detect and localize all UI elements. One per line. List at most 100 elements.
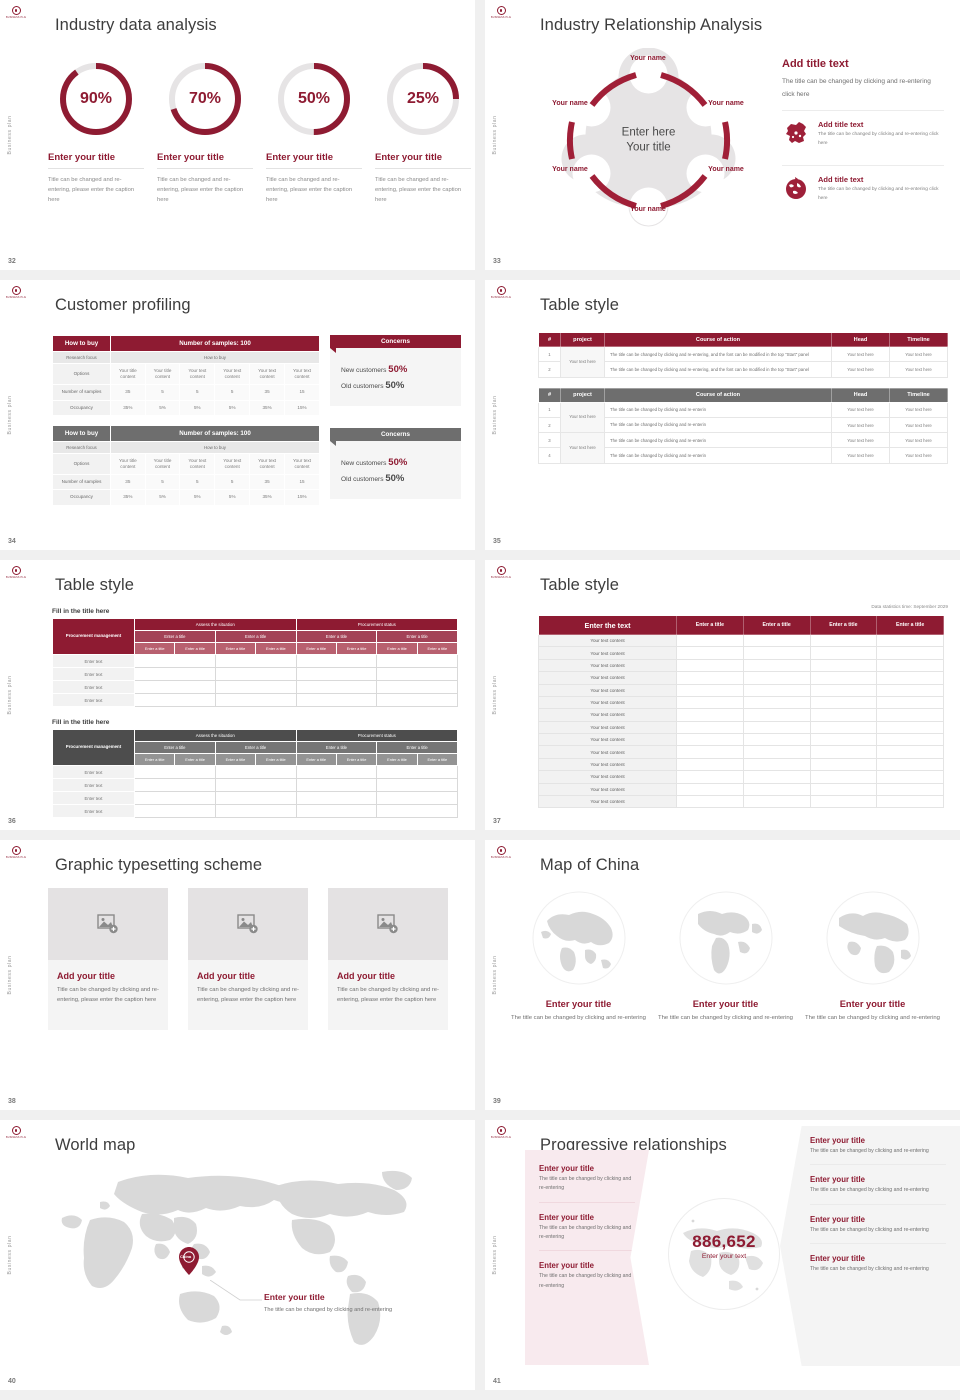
cell-blank[interactable] <box>214 778 297 792</box>
cell-head[interactable]: Your text here <box>831 432 890 449</box>
diagram-node-label[interactable]: Your name <box>630 206 666 213</box>
cell-blank[interactable] <box>376 693 458 707</box>
cell-blank[interactable] <box>742 770 811 784</box>
cell-blank[interactable] <box>876 683 944 697</box>
cell-blank[interactable] <box>876 732 944 747</box>
buy-table-red[interactable]: How to buy Number of samples: 100 Resear… <box>52 335 320 416</box>
cell-blank[interactable] <box>376 765 458 779</box>
cell-blank[interactable] <box>742 745 811 759</box>
cell-blank[interactable] <box>742 671 811 685</box>
cell-blank[interactable] <box>134 680 216 694</box>
donut-card[interactable]: 90% Enter your title Title can be change… <box>48 60 144 205</box>
map-callout[interactable]: Enter your title The title can be change… <box>264 1292 394 1315</box>
slide-39[interactable]: BUSINESS PLAN Business plan 39 Map of Ch… <box>485 840 960 1110</box>
cell-project[interactable]: Your text here <box>560 346 605 378</box>
buy-table-gray[interactable]: How to buy Number of samples: 100 Resear… <box>52 424 320 506</box>
concerns-card-red[interactable]: Concerns New customers 50% Old customers… <box>330 335 461 406</box>
row-label[interactable]: Enter text <box>52 778 135 792</box>
right-item[interactable]: Enter your title The title can be change… <box>810 1136 946 1166</box>
cell-blank[interactable] <box>876 745 944 759</box>
cell-blank[interactable] <box>809 671 878 685</box>
cell-blank[interactable] <box>214 693 297 707</box>
diagram-node-label[interactable]: Your name <box>552 166 588 173</box>
cell-blank[interactable] <box>809 794 878 809</box>
cell-action[interactable]: The title can be changed by clicking and… <box>604 361 832 378</box>
slide-33[interactable]: BUSINESS PLAN Business plan 33 Industry … <box>485 0 960 270</box>
cell-blank[interactable] <box>742 757 811 772</box>
cell-blank[interactable] <box>214 765 297 779</box>
cell-blank[interactable] <box>134 804 216 818</box>
cell-blank[interactable] <box>809 708 878 722</box>
cell[interactable]: 35% <box>249 399 286 416</box>
cell-blank[interactable] <box>676 658 744 673</box>
world-map[interactable]: China Enter your title The title can be … <box>30 1162 460 1362</box>
cell-timeline[interactable]: Your text here <box>889 345 948 363</box>
image-card[interactable]: Add your title Title can be changed by c… <box>48 888 168 1030</box>
cell-blank[interactable] <box>809 646 878 660</box>
cell-lead[interactable]: Your text content <box>538 770 677 784</box>
cell-blank[interactable] <box>742 720 811 735</box>
cell-blank[interactable] <box>876 720 944 735</box>
cell-blank[interactable] <box>676 633 744 648</box>
cell-blank[interactable] <box>876 770 944 784</box>
cell-blank[interactable] <box>295 654 378 668</box>
cell-action[interactable]: The title can be changed by clicking and… <box>604 416 832 434</box>
cell-lead[interactable]: Your text content <box>538 708 677 722</box>
map-pin-icon[interactable] <box>178 1246 200 1276</box>
slide-38[interactable]: BUSINESS PLAN Business plan 38 Graphic t… <box>0 840 475 1110</box>
cell[interactable]: 5 <box>179 474 216 491</box>
row-label[interactable]: Enter text <box>52 693 135 707</box>
panel-item[interactable]: Add title text The title can be changed … <box>782 111 944 156</box>
cell[interactable]: 5% <box>144 399 181 416</box>
cell[interactable]: Your title content <box>144 452 181 476</box>
row-label[interactable]: Enter text <box>52 667 135 681</box>
cell-blank[interactable] <box>376 654 458 668</box>
cell[interactable]: Your text content <box>284 452 320 476</box>
cell-timeline[interactable]: Your text here <box>889 416 948 434</box>
right-item[interactable]: Enter your title The title can be change… <box>810 1254 946 1274</box>
cell-blank[interactable] <box>809 695 878 710</box>
diagram-node-label[interactable]: Your name <box>708 100 744 107</box>
cell-timeline[interactable]: Your text here <box>889 447 948 464</box>
cell-blank[interactable] <box>876 708 944 722</box>
cell-blank[interactable] <box>742 732 811 747</box>
cell-action[interactable]: The title can be changed by clicking and… <box>604 432 832 449</box>
right-item[interactable]: Enter your title The title can be change… <box>810 1215 946 1245</box>
cell-head[interactable]: Your text here <box>831 447 890 464</box>
image-card[interactable]: Add your title Title can be changed by c… <box>188 888 308 1030</box>
cell[interactable]: 35 <box>249 384 286 401</box>
cell-lead[interactable]: Your text content <box>538 658 677 673</box>
cell[interactable]: 5% <box>144 489 181 506</box>
cell-lead[interactable]: Your text content <box>538 782 677 796</box>
cell-blank[interactable] <box>676 757 744 772</box>
cell-lead[interactable]: Your text content <box>538 633 677 648</box>
cell[interactable]: 15 <box>284 384 320 401</box>
globe-card[interactable]: Enter your title The title can be change… <box>658 888 793 1024</box>
cell-blank[interactable] <box>742 695 811 710</box>
cell[interactable]: Your text content <box>249 362 286 386</box>
cell-blank[interactable] <box>295 778 378 792</box>
image-placeholder[interactable] <box>188 888 308 960</box>
cell-blank[interactable] <box>214 804 297 818</box>
cell-blank[interactable] <box>809 658 878 673</box>
cell-blank[interactable] <box>742 658 811 673</box>
cell-blank[interactable] <box>214 654 297 668</box>
cell-blank[interactable] <box>676 671 744 685</box>
row-label[interactable]: Enter text <box>52 804 135 818</box>
cell[interactable]: 5 <box>179 384 216 401</box>
cell-blank[interactable] <box>134 667 216 681</box>
cell-blank[interactable] <box>809 757 878 772</box>
cell-project[interactable]: Your text here <box>560 401 605 434</box>
cell-blank[interactable] <box>742 633 811 648</box>
cell-head[interactable]: Your text here <box>831 401 890 418</box>
image-placeholder[interactable] <box>328 888 448 960</box>
cell[interactable]: 5% <box>179 399 216 416</box>
procurement-table-red[interactable]: Procurement management Assess the situat… <box>52 618 459 707</box>
cell-head[interactable]: Your text here <box>831 361 890 378</box>
cell[interactable]: 15% <box>284 399 320 416</box>
cell-project[interactable]: Your text here <box>560 432 605 464</box>
cell-blank[interactable] <box>214 791 297 805</box>
cell-head[interactable]: Your text here <box>831 345 890 363</box>
cell-lead[interactable]: Your text content <box>538 745 677 759</box>
cell-blank[interactable] <box>376 667 458 681</box>
